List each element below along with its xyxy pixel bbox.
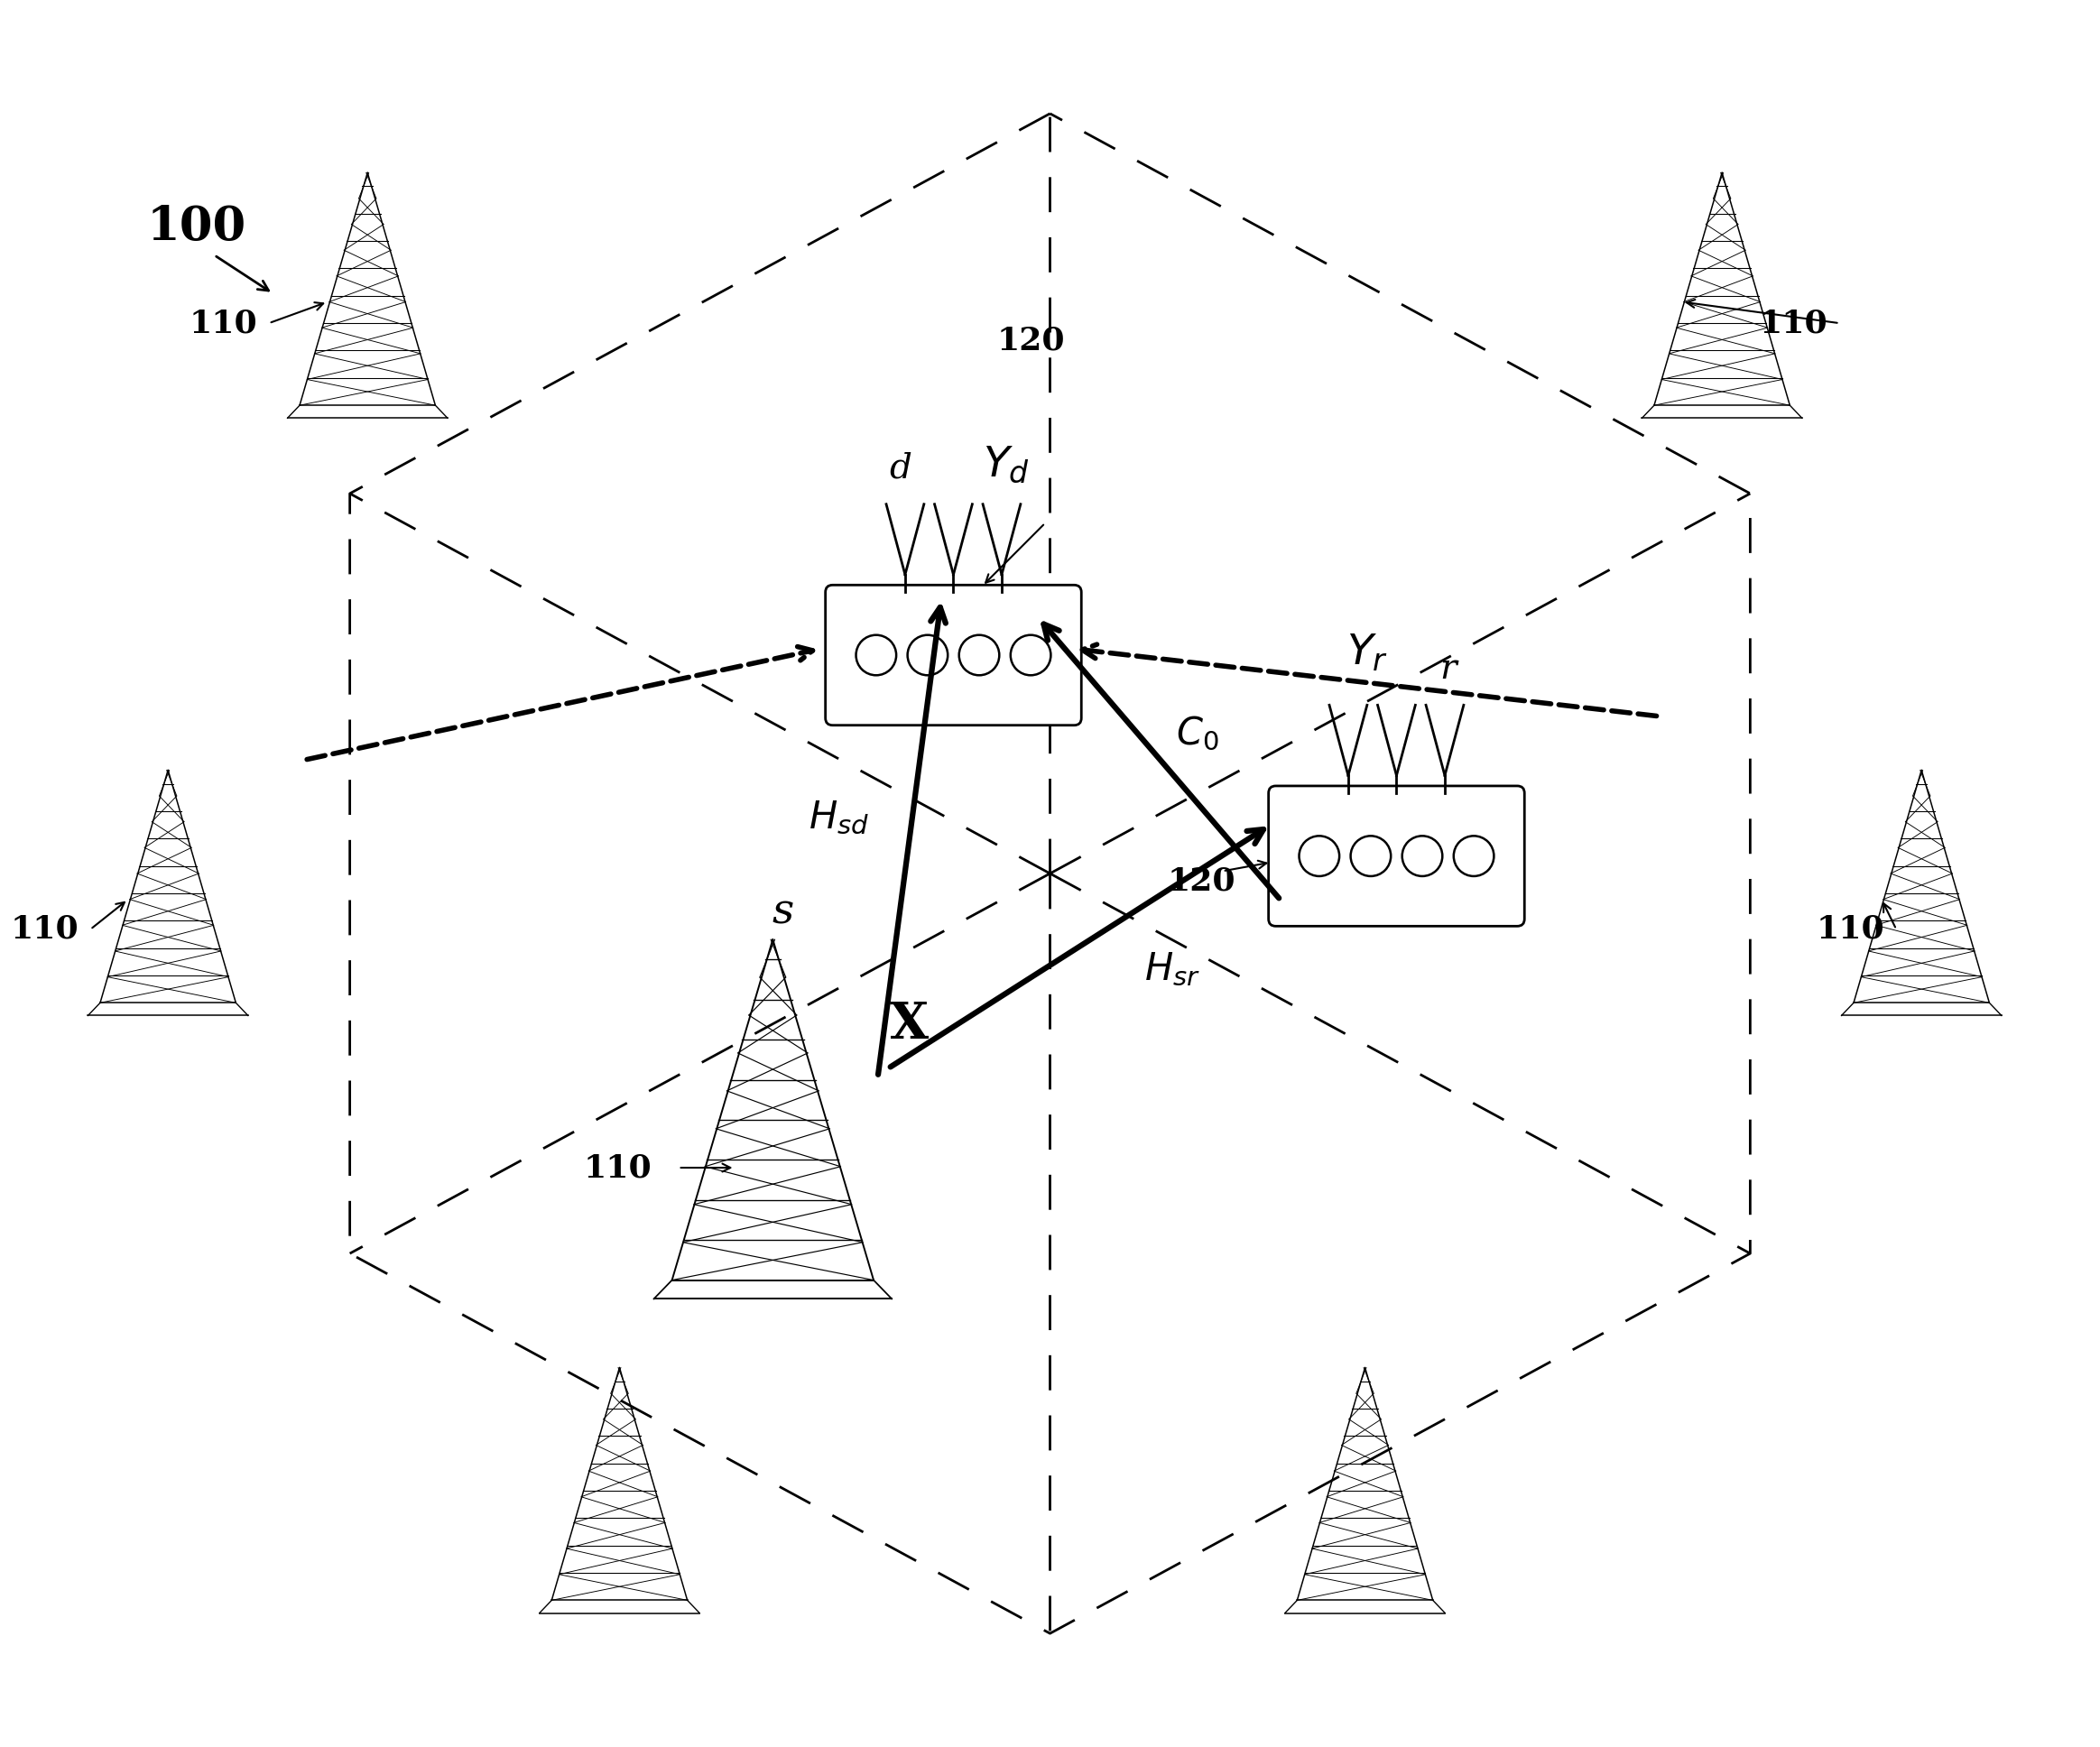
Text: $Y_d$: $Y_d$ — [983, 444, 1029, 486]
FancyBboxPatch shape — [1268, 786, 1525, 926]
Text: $H_{sd}$: $H_{sd}$ — [808, 798, 869, 837]
Text: 120: 120 — [1168, 867, 1235, 896]
Text: 100: 100 — [147, 204, 246, 250]
Text: X: X — [890, 999, 928, 1050]
FancyBboxPatch shape — [825, 585, 1082, 725]
Text: d: d — [888, 452, 911, 486]
Text: 110: 110 — [584, 1153, 653, 1183]
Text: 110: 110 — [1816, 914, 1886, 945]
Text: 110: 110 — [10, 914, 80, 945]
Text: 110: 110 — [1760, 307, 1829, 339]
Text: r: r — [1441, 653, 1457, 687]
Text: $H_{sr}$: $H_{sr}$ — [1145, 950, 1201, 989]
Text: 110: 110 — [189, 307, 258, 339]
Text: $Y_r$: $Y_r$ — [1346, 632, 1388, 674]
Text: s: s — [773, 891, 794, 933]
Text: $C_0$: $C_0$ — [1176, 715, 1218, 753]
Text: 120: 120 — [998, 325, 1065, 356]
